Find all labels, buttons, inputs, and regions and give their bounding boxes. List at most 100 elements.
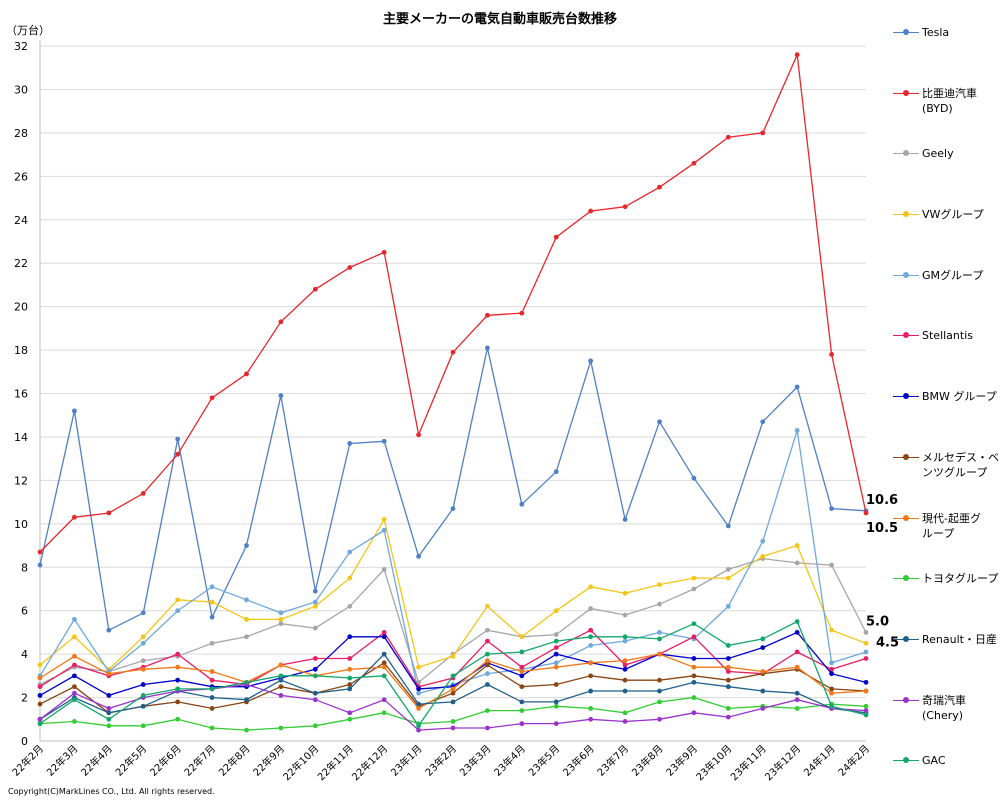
x-tick-label: 23年2月	[422, 742, 459, 779]
data-point	[485, 658, 490, 664]
data-point	[760, 669, 766, 674]
x-tick-label: 23年8月	[629, 742, 666, 779]
chart-title: 主要メーカーの電気自動車販売台数推移	[382, 12, 617, 27]
data-point	[760, 645, 766, 651]
data-point	[588, 634, 594, 640]
y-axis-unit-label: （万台）	[6, 24, 50, 37]
data-point	[209, 395, 215, 401]
data-point	[794, 706, 800, 711]
x-tick-label: 22年7月	[181, 742, 218, 779]
data-point	[691, 621, 697, 627]
data-point	[829, 666, 834, 672]
data-point	[381, 527, 387, 533]
data-point	[725, 664, 731, 670]
data-point	[485, 627, 490, 633]
data-point	[657, 677, 662, 683]
data-point	[312, 690, 318, 696]
data-point	[519, 649, 525, 655]
data-point	[244, 697, 249, 703]
data-point	[519, 634, 525, 640]
legend-marker	[903, 90, 909, 96]
series-line	[39, 347, 867, 632]
data-point	[485, 671, 490, 677]
data-point	[278, 393, 284, 399]
data-point	[278, 673, 284, 679]
data-point	[553, 703, 559, 709]
data-point	[691, 679, 697, 685]
data-point	[794, 664, 800, 670]
data-point	[278, 684, 284, 690]
data-point	[485, 682, 490, 687]
data-point	[72, 697, 77, 703]
data-point	[657, 601, 662, 607]
data-point	[244, 543, 249, 548]
x-tick-label: 23年9月	[663, 742, 700, 779]
data-point	[519, 501, 525, 507]
data-point	[278, 610, 284, 616]
data-point	[794, 428, 800, 433]
data-point	[381, 517, 387, 522]
data-point	[622, 677, 628, 683]
data-point	[312, 666, 318, 672]
data-point	[347, 603, 353, 609]
data-point	[691, 475, 697, 481]
legend-marker	[903, 636, 909, 642]
data-point	[312, 656, 318, 661]
data-point	[691, 664, 697, 670]
data-point	[622, 634, 628, 640]
legend-marker	[903, 515, 909, 521]
legend-marker	[903, 575, 909, 581]
data-point	[691, 634, 697, 640]
data-point	[760, 130, 766, 136]
data-point	[278, 621, 284, 627]
data-point	[863, 708, 869, 713]
data-point	[519, 669, 525, 674]
data-point	[312, 625, 318, 631]
data-point	[519, 699, 525, 705]
x-tick-label: 22年6月	[147, 742, 184, 779]
legend-label: メルセデス・ベ ンツグループ	[922, 451, 999, 479]
data-point	[140, 666, 146, 672]
data-point	[140, 692, 146, 698]
data-point	[140, 640, 146, 646]
y-tick-label: 18	[14, 344, 28, 357]
legend-marker	[903, 697, 909, 703]
data-point	[725, 134, 731, 140]
data-point	[209, 614, 215, 620]
legend-marker	[903, 757, 909, 763]
data-point	[553, 721, 559, 727]
data-point	[519, 310, 525, 316]
data-point	[863, 703, 869, 709]
data-point	[140, 703, 146, 709]
data-point	[657, 716, 662, 722]
data-point	[416, 686, 421, 692]
data-point	[72, 408, 77, 414]
data-point	[140, 491, 146, 496]
data-point	[347, 675, 353, 681]
x-tick-label: 23年5月	[526, 742, 563, 779]
data-point	[829, 627, 834, 633]
y-tick-label: 0	[21, 735, 28, 748]
data-point	[485, 345, 490, 351]
data-point	[519, 673, 525, 679]
x-tick-label: 23年4月	[491, 742, 528, 779]
data-point	[725, 714, 731, 720]
legend-label: GMグループ	[922, 269, 984, 282]
data-point	[381, 567, 387, 572]
data-point	[278, 662, 284, 668]
x-tick-label: 23年10月	[693, 742, 734, 783]
data-point	[829, 660, 834, 666]
data-point	[381, 697, 387, 703]
data-point	[244, 634, 249, 640]
data-point	[175, 664, 181, 670]
data-point	[829, 352, 834, 357]
data-point	[622, 662, 628, 668]
data-point	[760, 688, 766, 694]
series-line	[39, 517, 867, 671]
data-point	[553, 234, 559, 240]
data-point	[657, 699, 662, 705]
data-point	[553, 469, 559, 475]
copyright-text: Copyright(C)MarkLines CO., Ltd. All righ…	[8, 787, 215, 796]
data-point	[381, 673, 387, 679]
data-point	[863, 510, 869, 516]
